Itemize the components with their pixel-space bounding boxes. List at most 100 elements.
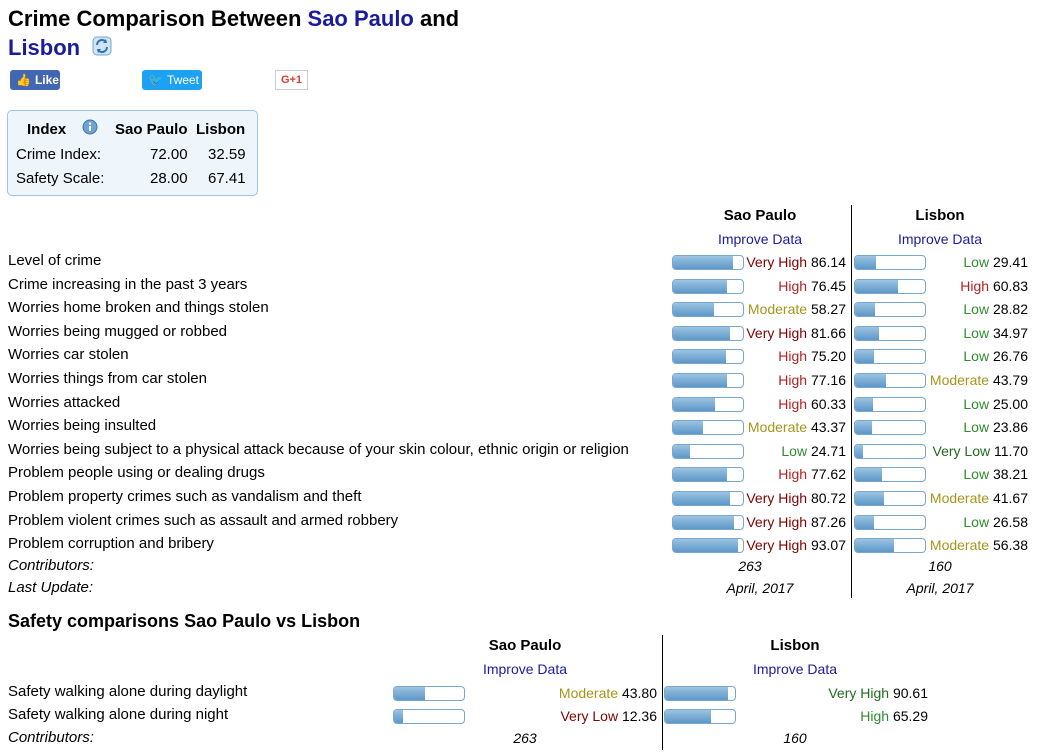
crime-row-label: Worries being subject to a physical atta…	[8, 440, 629, 458]
index-summary-table: Index Sao Paulo Lisbon Crime Index: 72.0…	[7, 110, 258, 196]
crime-value-city2-level: Low	[963, 419, 990, 436]
crime-row-label: Worries home broken and things stolen	[8, 299, 269, 317]
safety-row-label: Safety walking alone during night	[8, 706, 229, 723]
crime-value-city2-level: Moderate	[929, 537, 990, 554]
refresh-icon[interactable]	[92, 36, 112, 56]
crime-value-city1-level: Very High	[746, 537, 808, 554]
crime-value-city1-value: 87.26	[810, 513, 846, 530]
safety-improve-link-city1[interactable]: Improve Data	[482, 661, 568, 677]
crime-bar-city2-fill	[855, 397, 873, 411]
crime-value-city1-value: 80.72	[810, 490, 846, 506]
crime-bar-city2	[854, 396, 926, 412]
crime-value-city2-value: 56.38	[992, 537, 1028, 554]
crime-value-city1: High 75.20	[736, 348, 846, 364]
safety-value-city1: Very Low 12.36	[507, 708, 657, 724]
title-mid: and	[413, 6, 460, 31]
crime-bar-city2-fill	[855, 326, 880, 340]
info-icon[interactable]	[82, 119, 98, 135]
crime-bar-city2-fill	[855, 468, 882, 482]
like-label: Like	[34, 73, 59, 87]
crime-bar-city2-fill	[855, 256, 876, 269]
crime-bar-city1	[672, 514, 744, 530]
safety-bar-city1	[393, 709, 465, 724]
crime-value-city2-value: 38.21	[992, 466, 1028, 483]
crime-row-label: Problem corruption and bribery	[8, 535, 214, 553]
crime-value-city1-level: Moderate	[747, 301, 808, 318]
crime-bar-city1	[672, 278, 744, 294]
gplus-button[interactable]: G+1	[275, 70, 308, 90]
crime-bar-city2-fill	[855, 515, 874, 529]
crime-index-label: Crime Index:	[16, 146, 102, 163]
thumbs-up-icon: 👍	[16, 73, 31, 87]
crime-value-city1-level: High	[778, 348, 808, 365]
safety-improve-link-city2[interactable]: Improve Data	[752, 661, 838, 677]
crime-bar-city2	[854, 443, 926, 459]
like-button[interactable]: 👍 Like	[10, 70, 60, 90]
crime-value-city1: Low 24.71	[736, 443, 846, 459]
crime-value-city1-value: 86.14	[810, 254, 846, 270]
crime-bar-city1-fill	[673, 492, 730, 505]
crime-value-city1-value: 24.71	[810, 442, 846, 459]
safety-scale-city2: 67.41	[208, 170, 246, 187]
crime-bar-city1-fill	[673, 421, 704, 435]
crime-value-city1-value: 81.66	[810, 324, 846, 341]
crime-value-city2-level: Low	[963, 513, 990, 530]
crime-row-label: Level of crime	[8, 252, 102, 269]
crime-bar-city2-fill	[855, 350, 874, 364]
crime-bar-city2	[854, 325, 926, 341]
improve-data-link-city1[interactable]: Improve Data	[717, 231, 803, 247]
crime-bar-city1-fill	[673, 256, 734, 269]
crime-bar-city2	[854, 514, 926, 530]
improve-data-link-city2[interactable]: Improve Data	[897, 231, 983, 247]
crime-value-city2-value: 28.82	[992, 301, 1028, 318]
safety-bar-city2-fill	[665, 687, 729, 700]
safety-value-city1: Moderate 43.80	[507, 685, 657, 701]
crime-bar-city1	[672, 443, 744, 459]
crime-value-city2-value: 23.86	[992, 419, 1028, 436]
crime-value-city1: High 77.16	[736, 372, 846, 388]
index-header-city1: Sao Paulo	[115, 121, 188, 138]
tweet-button[interactable]: 🐦 Tweet	[142, 70, 202, 90]
crime-value-city2: Low 26.76	[918, 348, 1028, 364]
safety-scale-city1: 28.00	[150, 170, 188, 187]
crime-value-city2: Low 23.86	[918, 419, 1028, 435]
crime-value-city1: High 77.62	[736, 466, 846, 482]
crime-bar-city1-fill	[673, 539, 739, 553]
crime-value-city1: Very High 80.72	[736, 490, 846, 506]
crime-bar-city1-fill	[673, 444, 691, 458]
safety-contributors-city1: 263	[513, 730, 537, 746]
city1-link[interactable]: Sao Paulo	[307, 6, 414, 31]
crime-bar-city2	[854, 278, 926, 294]
crime-value-city1: Moderate 58.27	[736, 301, 846, 317]
crime-value-city2: Moderate 41.67	[918, 490, 1028, 506]
crime-bar-city2	[854, 349, 926, 365]
crime-bar-city1	[672, 538, 744, 554]
last-update-label: Last Update:	[8, 579, 94, 596]
crime-bar-city1-fill	[673, 303, 714, 317]
crime-bar-city1-fill	[673, 279, 727, 293]
crime-bar-city2-fill	[855, 303, 876, 317]
crime-bar-city2	[854, 302, 926, 318]
crime-index-city1: 72.00	[150, 146, 188, 163]
crime-bar-city1	[672, 396, 744, 412]
crime-bar-city1	[672, 302, 744, 318]
crime-row-label: Worries being mugged or robbed	[8, 322, 228, 340]
crime-value-city2-level: Low	[963, 301, 990, 318]
crime-value-city2: Moderate 43.79	[918, 372, 1028, 388]
crime-value-city1-value: 77.16	[810, 372, 846, 388]
safety-value-city2: Very High 90.61	[778, 685, 928, 701]
crime-value-city2-value: 26.76	[992, 348, 1028, 365]
city2-link[interactable]: Lisbon	[8, 35, 81, 60]
crime-bar-city1-fill	[673, 350, 726, 364]
crime-value-city2-level: Very Low	[932, 442, 991, 459]
crime-index-city2: 32.59	[208, 146, 246, 163]
safety-bar-city2-fill	[665, 710, 711, 723]
crime-row-label: Worries things from car stolen	[8, 370, 207, 387]
crime-bar-city1-fill	[673, 515, 735, 529]
safety-contributors-label: Contributors:	[8, 729, 94, 746]
crime-bar-city2-fill	[855, 539, 895, 553]
crime-value-city1: High 76.45	[736, 278, 846, 294]
crime-bar-city1	[672, 467, 744, 483]
crime-value-city1-value: 60.33	[810, 395, 846, 412]
crime-bar-city2	[854, 373, 926, 388]
